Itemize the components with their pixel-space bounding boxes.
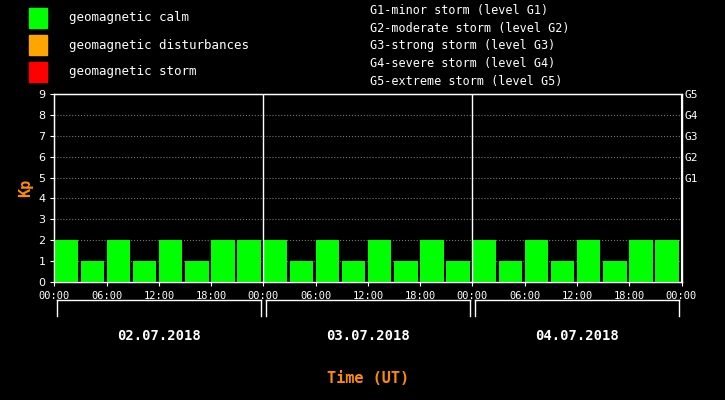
Text: G2-moderate storm (level G2): G2-moderate storm (level G2) — [370, 22, 569, 35]
Text: 04.07.2018: 04.07.2018 — [535, 329, 619, 343]
FancyBboxPatch shape — [29, 62, 47, 82]
Bar — [603, 261, 626, 282]
Text: G5-extreme storm (level G5): G5-extreme storm (level G5) — [370, 74, 562, 88]
Bar — [133, 261, 157, 282]
Bar — [185, 261, 209, 282]
Bar — [54, 240, 78, 282]
Bar — [289, 261, 313, 282]
Bar — [629, 240, 652, 282]
Text: G3-strong storm (level G3): G3-strong storm (level G3) — [370, 39, 555, 52]
Bar — [655, 240, 679, 282]
FancyBboxPatch shape — [29, 8, 47, 28]
Bar — [315, 240, 339, 282]
Text: G1-minor storm (level G1): G1-minor storm (level G1) — [370, 4, 548, 17]
Bar — [447, 261, 470, 282]
Bar — [525, 240, 548, 282]
Text: geomagnetic disturbances: geomagnetic disturbances — [69, 38, 249, 52]
Text: Time (UT): Time (UT) — [327, 371, 409, 386]
Text: 03.07.2018: 03.07.2018 — [326, 329, 410, 343]
Text: geomagnetic storm: geomagnetic storm — [69, 66, 196, 78]
Y-axis label: Kp: Kp — [17, 179, 33, 197]
Bar — [577, 240, 600, 282]
Bar — [499, 261, 522, 282]
Bar — [394, 261, 418, 282]
Bar — [473, 240, 496, 282]
Bar — [551, 261, 574, 282]
Bar — [420, 240, 444, 282]
Text: geomagnetic calm: geomagnetic calm — [69, 12, 189, 24]
Bar — [159, 240, 183, 282]
Bar — [237, 240, 261, 282]
Bar — [211, 240, 235, 282]
Bar — [107, 240, 130, 282]
Bar — [80, 261, 104, 282]
Text: G4-severe storm (level G4): G4-severe storm (level G4) — [370, 57, 555, 70]
Bar — [263, 240, 287, 282]
FancyBboxPatch shape — [29, 35, 47, 55]
Text: 02.07.2018: 02.07.2018 — [117, 329, 201, 343]
Bar — [368, 240, 392, 282]
Bar — [341, 261, 365, 282]
